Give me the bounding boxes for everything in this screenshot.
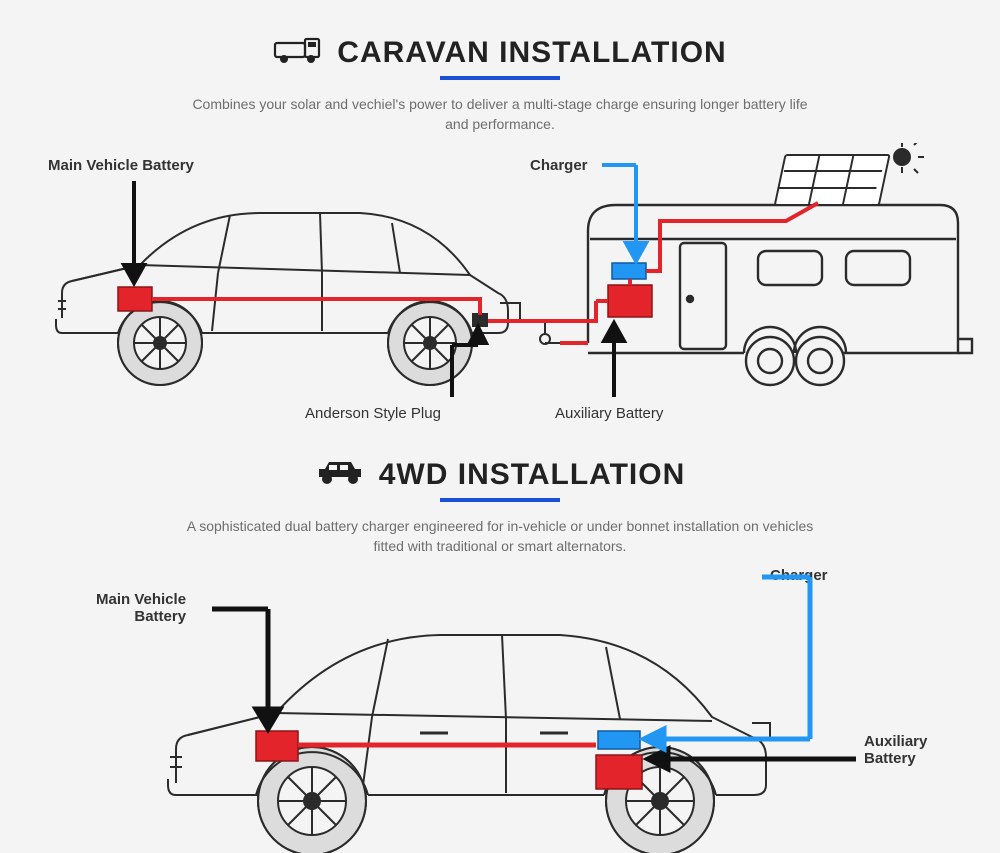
caravan-icon [273, 37, 323, 70]
caravan-underline [440, 76, 560, 80]
suv-icon [315, 457, 365, 492]
car-wheels [118, 301, 472, 385]
caravan-description: Combines your solar and vechiel's power … [180, 94, 820, 135]
fourwd-underline [440, 498, 560, 502]
aux-battery [608, 285, 652, 317]
anderson-plug [472, 313, 488, 327]
sun-icon [894, 143, 924, 173]
main-battery [118, 287, 152, 311]
fourwd-description: A sophisticated dual battery charger eng… [180, 516, 820, 557]
caravan-title-row: CARAVAN INSTALLATION [0, 0, 1000, 70]
main-battery-2 [256, 731, 298, 761]
fourwd-title: 4WD INSTALLATION [379, 458, 686, 492]
fourwd-diagram: Main Vehicle Battery Charger Auxiliary B… [0, 563, 1000, 853]
fourwd-svg [0, 563, 1000, 853]
charger-arrow-2 [644, 577, 810, 749]
caravan-diagram: Main Vehicle Battery Charger Anderson St… [0, 143, 1000, 443]
charger-box-2 [598, 731, 640, 749]
aux-battery-2 [596, 755, 642, 789]
tow-hitch [520, 321, 588, 344]
solar-panel [775, 155, 890, 205]
car-wheels-2 [258, 747, 714, 853]
charger-arrow [602, 165, 646, 261]
fourwd-title-row: 4WD INSTALLATION [0, 445, 1000, 492]
caravan-title: CARAVAN INSTALLATION [337, 36, 726, 70]
caravan-svg [0, 143, 1000, 443]
caravan-section: CARAVAN INSTALLATION Combines your solar… [0, 0, 1000, 445]
charger-box [612, 263, 646, 279]
fourwd-section: 4WD INSTALLATION A sophisticated dual ba… [0, 445, 1000, 850]
